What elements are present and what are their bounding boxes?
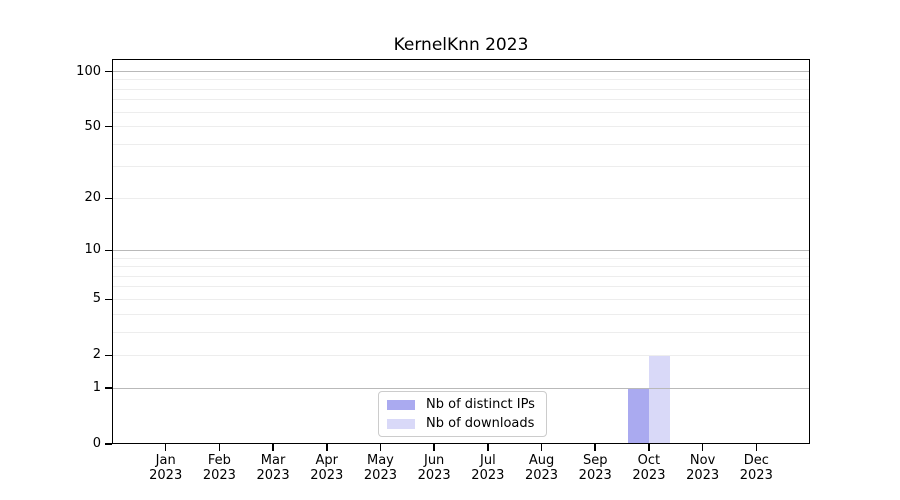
y-tick-mark <box>105 125 112 128</box>
minor-gridline <box>112 298 810 300</box>
y-tick-label: 5 <box>92 291 101 307</box>
minor-gridline <box>112 143 810 145</box>
x-tick-label: Jun 2023 <box>417 453 451 483</box>
plot-border <box>112 59 810 444</box>
legend-swatch-downloads <box>387 418 415 429</box>
legend-item-downloads: Nb of downloads <box>387 415 546 431</box>
chart-title: KernelKnn 2023 <box>393 35 529 55</box>
bar-oct-downloads <box>648 355 670 444</box>
minor-gridline <box>112 111 810 113</box>
x-tick-label: Nov 2023 <box>686 453 720 483</box>
x-tick-label: Oct 2023 <box>632 453 666 483</box>
minor-gridline <box>112 197 810 199</box>
minor-gridline <box>112 331 810 333</box>
y-tick-label: 20 <box>84 190 101 206</box>
y-tick-mark <box>105 443 112 445</box>
x-tick-mark <box>379 444 382 451</box>
x-tick-label: Sep 2023 <box>578 453 612 483</box>
minor-gridline <box>112 126 810 128</box>
legend-item-distinct-ips: Nb of distinct IPs <box>387 396 546 412</box>
x-tick-mark <box>487 444 489 451</box>
minor-gridline <box>112 266 810 268</box>
x-tick-mark <box>594 444 597 451</box>
y-tick-label: 50 <box>84 118 101 134</box>
x-tick-label: Mar 2023 <box>256 453 290 483</box>
x-tick-mark <box>164 444 167 451</box>
bar-oct-distinct-ips <box>627 388 649 444</box>
minor-gridline <box>112 166 810 168</box>
y-tick-label: 100 <box>76 63 101 79</box>
minor-gridline <box>112 79 810 81</box>
x-tick-label: May 2023 <box>363 453 397 483</box>
legend: Nb of distinct IPs Nb of downloads <box>378 391 547 437</box>
y-tick-label: 10 <box>84 242 101 258</box>
x-tick-mark <box>755 444 758 451</box>
major-gridline <box>112 249 810 251</box>
x-tick-mark <box>325 444 328 451</box>
x-tick-label: Jul 2023 <box>471 453 505 483</box>
y-tick-mark <box>105 70 112 73</box>
y-tick-mark <box>105 387 112 389</box>
x-tick-mark <box>648 444 650 451</box>
x-tick-label: Jan 2023 <box>149 453 183 483</box>
x-tick-label: Apr 2023 <box>310 453 344 483</box>
minor-gridline <box>112 313 810 315</box>
y-tick-mark <box>105 354 112 357</box>
x-tick-label: Dec 2023 <box>739 453 773 483</box>
y-tick-label: 0 <box>92 436 101 451</box>
y-tick-mark <box>105 197 112 200</box>
major-gridline <box>112 387 810 389</box>
x-tick-label: Feb 2023 <box>202 453 236 483</box>
minor-gridline <box>112 275 810 277</box>
major-gridline <box>112 71 810 73</box>
minor-gridline <box>112 257 810 259</box>
y-tick-label: 2 <box>92 347 101 363</box>
y-tick-mark <box>105 298 112 301</box>
minor-gridline <box>112 354 810 356</box>
legend-label-downloads: Nb of downloads <box>426 415 535 431</box>
x-tick-mark <box>433 444 435 451</box>
minor-gridline <box>112 286 810 288</box>
x-tick-mark <box>540 444 543 451</box>
y-tick-mark <box>105 249 112 252</box>
x-tick-label: Aug 2023 <box>524 453 559 483</box>
minor-gridline <box>112 88 810 90</box>
y-tick-label: 1 <box>92 380 101 396</box>
x-tick-mark <box>218 444 221 451</box>
x-tick-mark <box>272 444 274 451</box>
minor-gridline <box>112 99 810 101</box>
x-tick-mark <box>701 444 704 451</box>
legend-label-distinct-ips: Nb of distinct IPs <box>426 396 535 412</box>
legend-swatch-distinct-ips <box>387 399 415 410</box>
